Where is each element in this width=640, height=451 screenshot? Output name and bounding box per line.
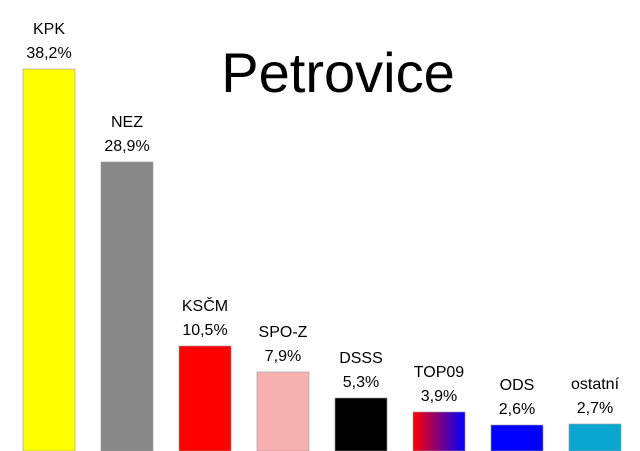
value-label: 5,3% (343, 374, 379, 391)
bar-ksčm (178, 345, 232, 451)
bar-top09 (412, 411, 466, 451)
value-label: 3,9% (421, 388, 457, 405)
category-label: KSČM (182, 296, 228, 315)
bar-kpk (22, 68, 76, 451)
category-label: NEZ (111, 114, 143, 131)
value-label: 38,2% (26, 45, 71, 62)
category-label: DSSS (339, 350, 383, 367)
labels-group: KPK 38,2% NEZ 28,9% KSČM 10,5% SPO-Z 7,9% DSSS 5,… (26, 21, 619, 418)
bar-spo-z (256, 371, 310, 451)
bar-ostatní (568, 423, 622, 451)
value-label: 2,7% (577, 400, 613, 417)
value-label: 2,6% (499, 401, 535, 418)
bars-group (22, 68, 622, 451)
chart-title: Petrovice (221, 41, 454, 104)
value-label: 7,9% (265, 348, 301, 365)
category-label: KPK (33, 21, 65, 38)
category-label: ostatní (571, 376, 620, 393)
bar-ods (490, 424, 544, 451)
value-label: 10,5% (182, 322, 227, 339)
category-label: SPO-Z (259, 324, 308, 341)
bar-dsss (334, 397, 388, 451)
category-label: TOP09 (414, 364, 465, 381)
bar-nez (100, 161, 154, 451)
value-label: 28,9% (104, 138, 149, 155)
category-label: ODS (500, 377, 535, 394)
